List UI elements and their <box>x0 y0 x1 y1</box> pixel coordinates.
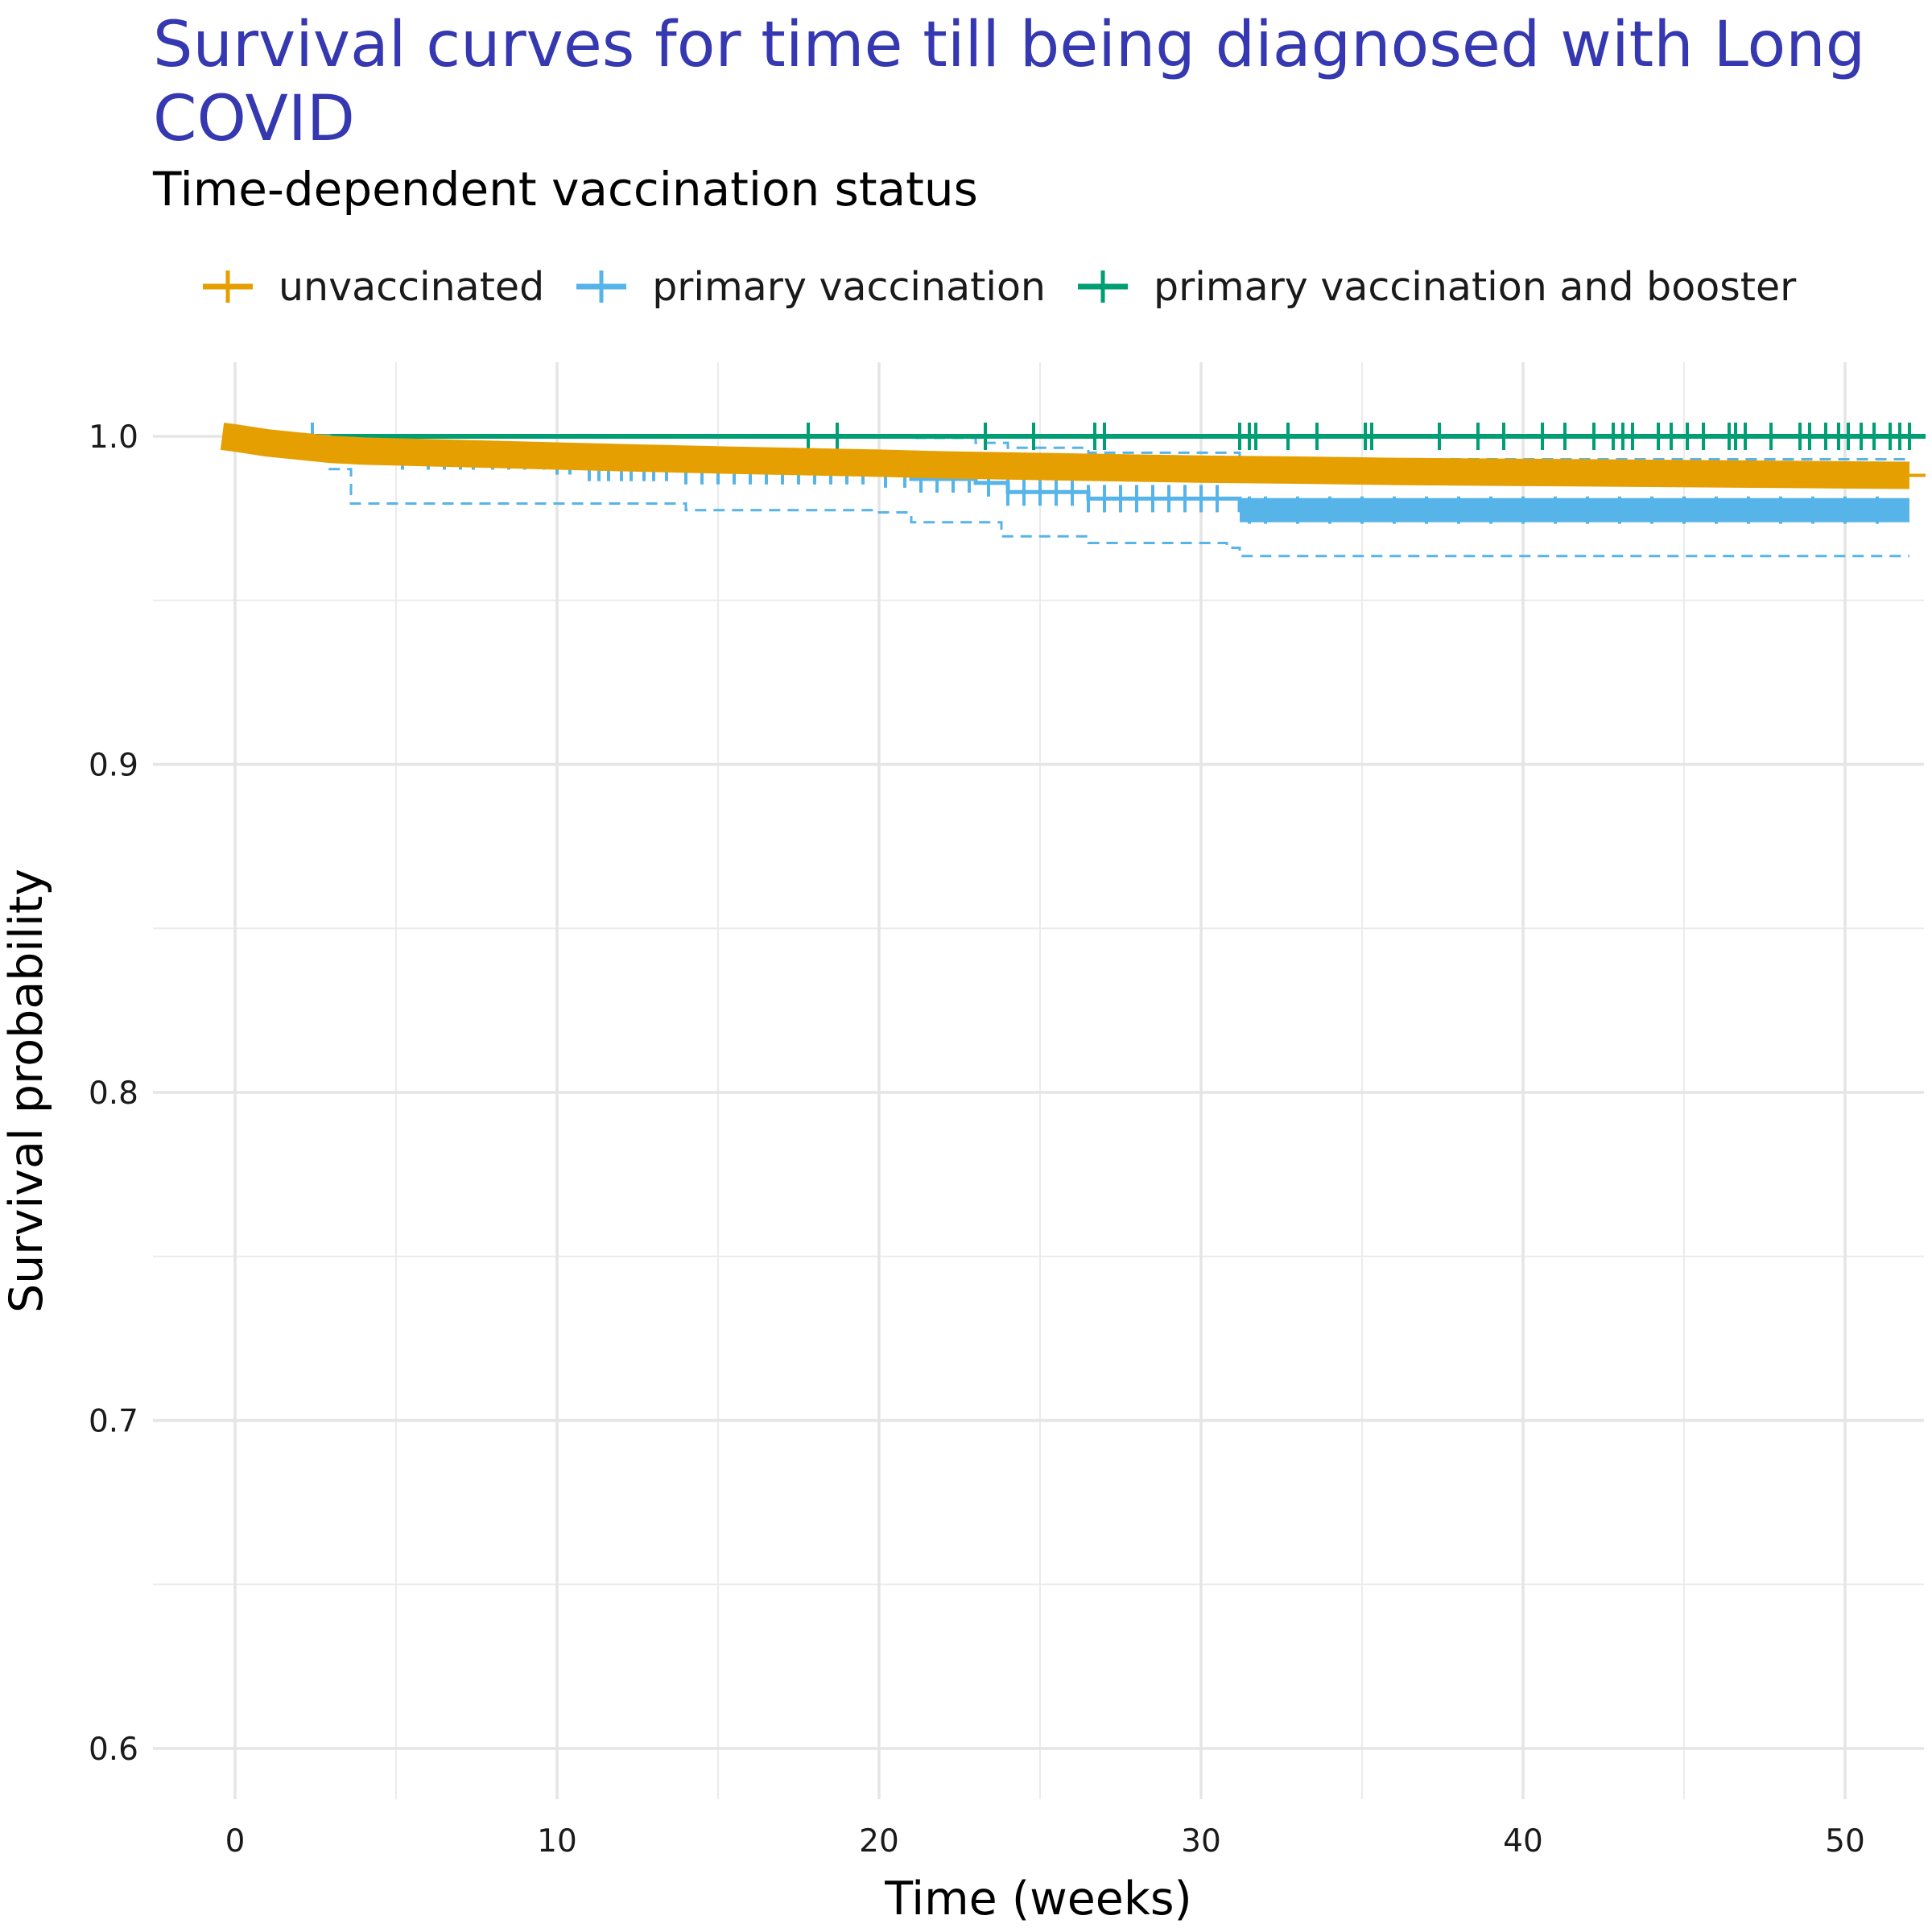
x-tick-label: 20 <box>859 1823 899 1860</box>
y-tick-label: 0.7 <box>89 1404 138 1440</box>
y-tick-label: 0.6 <box>89 1732 138 1768</box>
chart-subtitle: Time-dependent vaccination status <box>153 162 978 217</box>
legend-label-primary-vaccination: primary vaccination <box>652 263 1046 310</box>
x-tick-label: 30 <box>1181 1823 1221 1860</box>
y-axis-title: Survival probability <box>0 869 53 1313</box>
primary-vaccination-ci-lower <box>306 435 1909 558</box>
legend: unvaccinated primary vaccination primary… <box>201 256 1827 317</box>
legend-label-unvaccinated: unvaccinated <box>279 263 545 310</box>
legend-key-primary-vaccination <box>576 270 627 303</box>
legend-item-primary-vaccination: primary vaccination <box>575 262 1046 311</box>
x-axis-title: Time (weeks) <box>884 1872 1192 1926</box>
unvaccinated-line <box>220 423 1910 489</box>
y-tick-label: 1.0 <box>89 419 138 456</box>
primary-vaccination-ci-upper <box>306 435 1909 461</box>
legend-key-unvaccinated <box>203 270 253 303</box>
legend-item-booster: primary vaccination and booster <box>1076 262 1796 311</box>
y-tick-label: 0.8 <box>89 1075 138 1112</box>
y-tick-label: 0.9 <box>89 748 138 784</box>
x-tick-label: 10 <box>537 1823 577 1860</box>
x-tick-label: 50 <box>1825 1823 1865 1860</box>
x-tick-label: 0 <box>225 1823 246 1860</box>
legend-label-booster: primary vaccination and booster <box>1154 263 1797 310</box>
chart-title: Survival curves for time till being diag… <box>153 9 1866 155</box>
legend-item-unvaccinated: unvaccinated <box>201 262 544 311</box>
x-tick-label: 40 <box>1503 1823 1543 1860</box>
legend-key-booster <box>1078 270 1128 303</box>
